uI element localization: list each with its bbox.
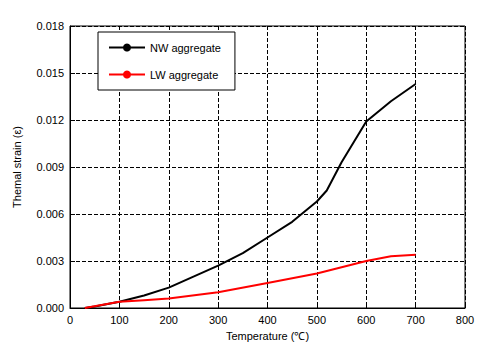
svg-text:300: 300 bbox=[209, 314, 227, 326]
svg-text:0.009: 0.009 bbox=[36, 161, 64, 173]
svg-text:0.015: 0.015 bbox=[36, 67, 64, 79]
svg-text:0.000: 0.000 bbox=[36, 302, 64, 314]
svg-text:0.012: 0.012 bbox=[36, 114, 64, 126]
svg-text:Temperature (℃): Temperature (℃) bbox=[226, 330, 309, 342]
svg-text:500: 500 bbox=[308, 314, 326, 326]
svg-text:0.018: 0.018 bbox=[36, 20, 64, 32]
svg-text:0: 0 bbox=[67, 314, 73, 326]
svg-text:NW aggregate: NW aggregate bbox=[150, 42, 221, 54]
svg-text:600: 600 bbox=[357, 314, 375, 326]
svg-text:100: 100 bbox=[110, 314, 128, 326]
svg-text:0.006: 0.006 bbox=[36, 208, 64, 220]
svg-text:400: 400 bbox=[258, 314, 276, 326]
svg-text:800: 800 bbox=[456, 314, 474, 326]
svg-text:LW aggregate: LW aggregate bbox=[150, 69, 218, 81]
svg-text:Themal strain (ε): Themal strain (ε) bbox=[11, 126, 23, 208]
svg-text:700: 700 bbox=[406, 314, 424, 326]
svg-text:200: 200 bbox=[160, 314, 178, 326]
svg-text:0.003: 0.003 bbox=[36, 255, 64, 267]
